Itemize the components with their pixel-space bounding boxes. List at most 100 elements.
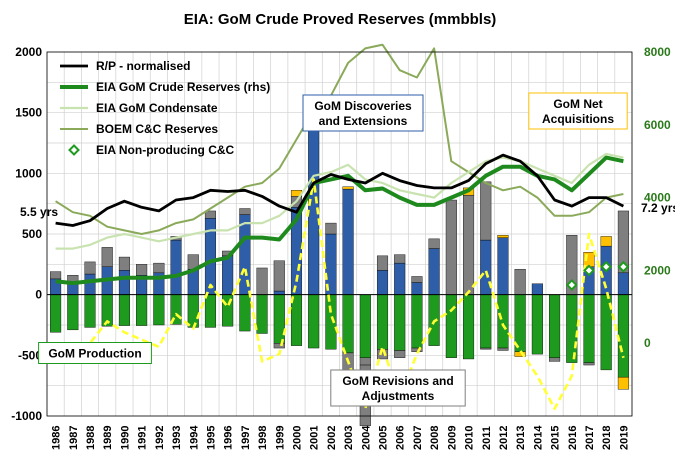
plot-frame <box>46 51 633 417</box>
bar-production <box>394 294 406 351</box>
y-tick-label: -1000 <box>11 409 42 423</box>
bar-negative_revisions <box>549 357 561 362</box>
bar-production <box>67 294 79 331</box>
y2-tick-label: 6000 <box>644 118 671 132</box>
y-tick-label: 1000 <box>15 166 42 180</box>
revisions-annotation-label: GoM Revisions and <box>342 374 453 388</box>
bar-negative_revisions <box>273 343 285 349</box>
bar-revisions <box>463 194 475 295</box>
series-line <box>55 153 625 227</box>
bar-negative_acquisitions <box>617 376 629 390</box>
revisions-annotation-label: Adjustments <box>362 389 435 403</box>
bar-production <box>84 294 96 328</box>
x-tick-label: 2011 <box>481 426 493 450</box>
x-tick-label: 2015 <box>550 426 562 450</box>
discoveries-annotation-label: GoM Discoveries <box>314 99 412 113</box>
bar-revisions <box>411 276 423 283</box>
bar-production <box>531 294 543 355</box>
bar-negative_revisions <box>497 347 509 351</box>
y-tick-label: 500 <box>22 227 42 241</box>
bar-production <box>445 294 457 358</box>
bar-revisions <box>204 210 216 219</box>
x-tick-label: 1996 <box>223 426 235 450</box>
x-tick-label: 2001 <box>309 426 321 450</box>
x-tick-label: 1987 <box>68 426 80 450</box>
bar-revisions <box>445 199 457 295</box>
bar-production <box>342 294 354 354</box>
bar-discoveries <box>308 118 320 295</box>
bar-production <box>463 294 475 360</box>
bar-production <box>359 294 371 358</box>
bar-production <box>50 294 62 333</box>
legend-label: EIA GoM Condensate <box>96 101 218 115</box>
y2-tick-label: 0 <box>644 336 651 350</box>
x-tick-label: 2016 <box>567 426 579 450</box>
y-tick-label: -500 <box>18 348 42 362</box>
x-tick-label: 1991 <box>137 426 149 450</box>
bar-negative_revisions <box>480 347 492 350</box>
series-line <box>55 178 625 410</box>
bar-revisions <box>617 210 629 274</box>
bar-production <box>583 294 595 363</box>
bar-production <box>497 294 509 349</box>
bar-discoveries <box>222 255 234 295</box>
bar-production <box>153 294 165 326</box>
legend-marker <box>68 144 80 156</box>
x-tick-label: 2014 <box>532 425 544 450</box>
x-tick-label: 2009 <box>446 426 458 450</box>
legend-label: R/P - normalised <box>96 59 190 73</box>
production-annotation-label: GoM Production <box>48 347 141 361</box>
bar-production <box>411 294 423 349</box>
bar-revisions <box>118 256 130 271</box>
bar-production <box>480 294 492 349</box>
bar-negative_revisions <box>394 350 406 358</box>
bar-revisions <box>256 267 268 295</box>
bar-revisions <box>84 261 96 275</box>
bar-discoveries <box>118 270 130 295</box>
x-tick-label: 2004 <box>360 425 372 450</box>
legend: R/P - normalised EIA GoM Crude Reserves (… <box>60 59 270 157</box>
bar-production <box>239 294 251 332</box>
x-tick-label: 1988 <box>85 426 97 450</box>
bar-revisions <box>50 271 62 280</box>
x-tick-label: 1990 <box>119 426 131 450</box>
nonproducing-marker <box>565 279 578 291</box>
x-tick-label: 1997 <box>240 426 252 450</box>
y2-tick-label: 2000 <box>644 263 671 277</box>
x-tick-label: 2019 <box>618 426 630 450</box>
bar-production <box>118 294 130 326</box>
bar-discoveries <box>411 282 423 295</box>
x-tick-label: 1998 <box>257 426 269 450</box>
bar-revisions <box>480 181 492 241</box>
bar-revisions <box>101 247 113 267</box>
discoveries-annotation-box <box>302 94 424 132</box>
series-lines <box>55 43 630 410</box>
bar-production <box>273 294 285 344</box>
legend-label: BOEM C&C Reserves <box>96 122 218 136</box>
chart-title: EIA: GoM Crude Proved Reserves (mmbbls) <box>184 11 497 28</box>
x-tick-label: 2006 <box>395 426 407 450</box>
bar-discoveries <box>273 290 285 295</box>
x-tick-label: 1993 <box>171 426 183 450</box>
bar-discoveries <box>84 273 96 295</box>
x-tick-label: 2018 <box>601 426 613 450</box>
bar-production <box>549 294 561 358</box>
bar-discoveries <box>394 262 406 295</box>
y-tick-label: 2000 <box>15 45 42 59</box>
x-tick-label: 1999 <box>274 426 286 450</box>
acquisitions-annotation-label: Acquisitions <box>542 112 614 126</box>
series-line <box>55 43 624 235</box>
production-annotation-box <box>38 342 152 364</box>
bar-revisions <box>376 255 389 271</box>
acquisitions-annotation-box <box>528 92 628 130</box>
bar-acquisitions <box>497 235 509 238</box>
axes: -1000 -500 0 500 1000 1500 2000 0 2000 4000 6000 80… <box>11 45 671 450</box>
bar-revisions <box>325 222 337 235</box>
x-tick-label: 2008 <box>429 426 441 450</box>
bar-revisions <box>428 238 440 249</box>
bar-discoveries <box>376 270 389 295</box>
bar-production <box>136 294 148 326</box>
x-tick-label: 2000 <box>291 426 303 450</box>
bar-discoveries <box>428 248 440 295</box>
